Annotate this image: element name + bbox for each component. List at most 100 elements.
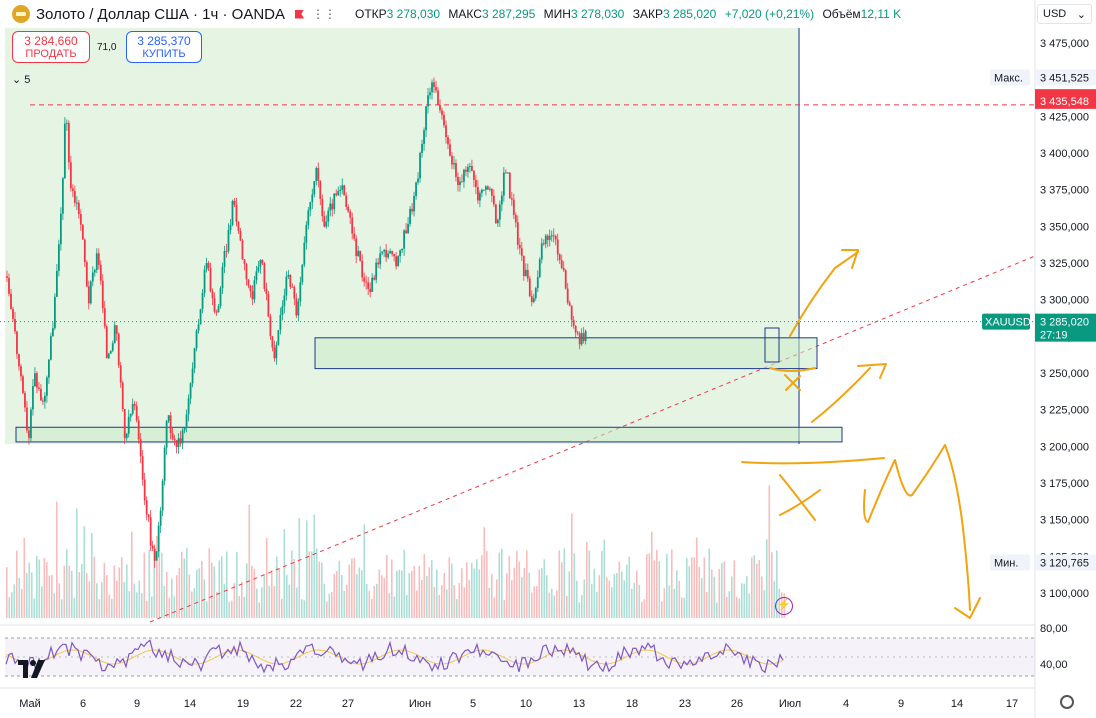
candle-body bbox=[191, 368, 194, 384]
volume-bar bbox=[283, 529, 286, 618]
candle-body bbox=[149, 517, 152, 546]
candle-body bbox=[6, 276, 8, 278]
candle-body bbox=[171, 433, 174, 439]
candle-body bbox=[189, 383, 192, 399]
hand-annotations bbox=[741, 249, 981, 619]
candle-body bbox=[157, 525, 160, 552]
rsi-signal-line bbox=[5, 649, 784, 665]
candle-body bbox=[397, 256, 399, 267]
candle-body bbox=[341, 185, 344, 190]
candle-body bbox=[209, 267, 212, 292]
volume-bar bbox=[156, 535, 158, 618]
volume-bar bbox=[318, 561, 321, 618]
more-dots-icon[interactable]: ⋮⋮ bbox=[312, 7, 336, 21]
volume-bar bbox=[541, 568, 543, 618]
candle-body bbox=[237, 221, 240, 231]
candle-body bbox=[353, 233, 356, 239]
volume-bar bbox=[688, 566, 691, 618]
candle-body bbox=[367, 282, 370, 289]
candle-body bbox=[479, 192, 481, 201]
sell-button[interactable]: 3 284,660 ПРОДАТЬ bbox=[12, 31, 90, 63]
candle-body bbox=[239, 230, 242, 241]
volume-bar bbox=[121, 557, 123, 618]
candle-body bbox=[22, 376, 24, 394]
volume-bar bbox=[451, 563, 453, 618]
candle-body bbox=[554, 235, 557, 240]
candle-body bbox=[347, 206, 350, 212]
lightning-icon[interactable]: ⚡ bbox=[775, 597, 793, 615]
gear-icon[interactable] bbox=[1060, 695, 1074, 709]
candle-body bbox=[465, 169, 467, 172]
candle-body bbox=[289, 274, 292, 287]
candle-body bbox=[127, 416, 130, 434]
candle-body bbox=[55, 270, 58, 297]
candle-body bbox=[81, 224, 84, 240]
candle-body bbox=[67, 122, 70, 163]
currency-select[interactable]: USD ⌄ bbox=[1037, 4, 1092, 24]
volume-bar bbox=[261, 587, 263, 618]
candle-body bbox=[550, 235, 553, 237]
annotation-stroke bbox=[741, 457, 885, 465]
volume-bar bbox=[601, 551, 603, 618]
candle-body bbox=[251, 291, 254, 300]
candle-body bbox=[518, 244, 521, 249]
indicators-collapse-button[interactable]: ⌄ 5 bbox=[12, 73, 30, 86]
volume-bar bbox=[66, 549, 68, 618]
buy-price: 3 285,370 bbox=[137, 34, 191, 48]
candle-body bbox=[492, 195, 495, 205]
candle-body bbox=[433, 82, 435, 88]
candle-body bbox=[26, 407, 28, 431]
volume-bar bbox=[416, 590, 418, 618]
volume-bar bbox=[196, 569, 198, 618]
volume-bar bbox=[53, 593, 56, 618]
candle-body bbox=[443, 114, 445, 126]
volume-bar bbox=[626, 564, 628, 618]
candle-body bbox=[14, 318, 16, 332]
candle-body bbox=[143, 479, 146, 501]
volume-bar bbox=[16, 550, 18, 618]
price-tick-label: 3 475,000 bbox=[1040, 38, 1089, 50]
volume-bar bbox=[713, 576, 716, 618]
buy-button[interactable]: 3 285,370 КУПИТЬ bbox=[126, 31, 202, 63]
symbol-title[interactable]: Золото / Доллар США · 1ч · OANDA bbox=[36, 5, 285, 23]
volume-bar bbox=[83, 526, 86, 618]
volume-bar bbox=[226, 551, 228, 618]
volume-bar bbox=[471, 562, 473, 618]
candle-body bbox=[141, 456, 144, 480]
volume-bar bbox=[461, 568, 463, 618]
candle-body bbox=[36, 373, 38, 388]
symbol-tag-label: XAUUSD bbox=[985, 317, 1031, 329]
candle-body bbox=[205, 262, 208, 270]
volume-bar bbox=[573, 553, 576, 618]
candle-body bbox=[584, 331, 587, 341]
candle-body bbox=[139, 439, 142, 457]
candle-body bbox=[30, 409, 32, 439]
candle-body bbox=[494, 204, 497, 224]
flag-icon[interactable] bbox=[295, 9, 304, 19]
candle-body bbox=[123, 409, 126, 439]
volume-bar bbox=[363, 524, 366, 618]
volume-bar bbox=[91, 532, 93, 618]
volume-bar bbox=[381, 575, 383, 618]
candle-body bbox=[409, 208, 411, 224]
volume-bar bbox=[348, 564, 351, 618]
volume-bar bbox=[336, 571, 338, 618]
volume-bar bbox=[338, 560, 341, 618]
candle-body bbox=[48, 359, 50, 378]
volume-bar bbox=[581, 594, 583, 618]
candle-body bbox=[297, 301, 300, 316]
volume-bar bbox=[673, 588, 676, 618]
volume-bar bbox=[96, 583, 98, 618]
volume-bar bbox=[693, 557, 696, 618]
volume-bar bbox=[721, 562, 723, 618]
volume-bar bbox=[668, 585, 671, 618]
candle-body bbox=[113, 325, 116, 344]
volume-bar bbox=[683, 597, 686, 618]
candle-body bbox=[287, 274, 290, 277]
volume-bar bbox=[503, 599, 506, 618]
candle-body bbox=[514, 214, 517, 223]
candle-body bbox=[215, 311, 218, 313]
candle-body bbox=[381, 251, 384, 254]
volume-bar bbox=[743, 583, 746, 618]
